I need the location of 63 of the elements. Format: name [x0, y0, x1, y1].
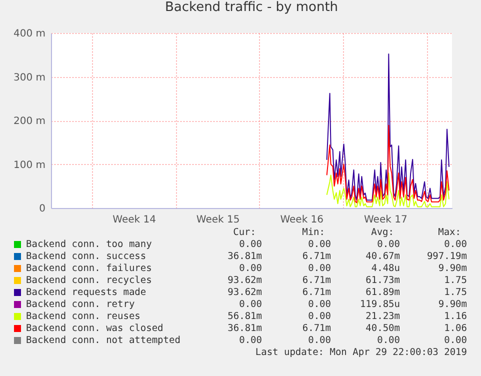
- text: 0.00: [377, 335, 400, 347]
- text: 1.75: [444, 275, 467, 287]
- chart-title: Backend traffic - by month: [164, 0, 338, 15]
- text: 93.62m: [228, 287, 262, 299]
- legend-label: Backend conn. reuses: [26, 311, 140, 323]
- legend-label: Backend conn. not attempted: [26, 335, 180, 347]
- text: 40.50m: [366, 323, 400, 335]
- y-tick-label: 400 m: [13, 28, 46, 40]
- text: 6.71m: [302, 275, 331, 287]
- text: 1.75: [444, 287, 467, 299]
- text: 93.62m: [228, 275, 262, 287]
- text: 6.71m: [302, 287, 331, 299]
- text: 0.00: [444, 239, 467, 251]
- legend-label: Backend conn. recycles: [26, 275, 152, 287]
- line-series: [326, 172, 450, 208]
- text: 21.23m: [366, 311, 400, 323]
- line-series: [326, 54, 450, 201]
- x-tick-label: Week 17: [364, 214, 408, 226]
- legend-label: Backend requests made: [26, 287, 146, 299]
- legend-label: Backend conn. failures: [26, 263, 152, 275]
- text: 36.81m: [228, 323, 262, 335]
- text: 61.73m: [366, 275, 400, 287]
- legend-label: Backend conn. retry: [26, 299, 135, 311]
- text: 9.90m: [438, 299, 467, 311]
- text: 0.00: [308, 239, 331, 251]
- text: Avg:: [371, 227, 394, 239]
- text: 997.19m: [426, 251, 467, 263]
- text: 0.00: [308, 335, 331, 347]
- text: 0.00: [444, 335, 467, 347]
- text: Max:: [438, 227, 461, 239]
- text: 0.00: [239, 239, 262, 251]
- text: 119.85u: [360, 299, 400, 311]
- text: 0.00: [239, 299, 262, 311]
- text: 0.00: [308, 263, 331, 275]
- text: 6.71m: [302, 323, 331, 335]
- y-tick-label: 200 m: [13, 116, 46, 127]
- text: 61.89m: [366, 287, 400, 299]
- text: 0.00: [377, 239, 400, 251]
- text: Cur:: [233, 227, 256, 239]
- text: Last update: Mon Apr 29 22:00:03 2019: [255, 347, 467, 359]
- x-tick-label: Week 14: [112, 214, 156, 226]
- text: 40.67m: [366, 251, 400, 263]
- text: 0.00: [308, 299, 331, 311]
- text: 36.81m: [228, 251, 262, 263]
- text: 1.06: [444, 323, 467, 335]
- y-tick-label: 0: [39, 204, 46, 214]
- text: 0.00: [239, 263, 262, 275]
- y-tick-label: 100 m: [13, 160, 46, 171]
- x-tick-label: Week 15: [196, 214, 240, 226]
- text: Min:: [302, 227, 325, 239]
- text: 1.16: [444, 311, 467, 323]
- text: 4.48u: [371, 263, 400, 275]
- x-tick-label: Week 16: [280, 214, 324, 226]
- text: 9.90m: [438, 263, 467, 275]
- text: 0.00: [308, 311, 331, 323]
- legend-label: Backend conn. too many: [26, 239, 152, 251]
- y-tick-label: 300 m: [13, 72, 46, 84]
- line-series: [326, 124, 450, 204]
- text: 6.71m: [302, 251, 331, 263]
- text: 0.00: [239, 335, 262, 347]
- legend-label: Backend conn. was closed: [26, 323, 164, 335]
- text: 56.81m: [228, 311, 262, 323]
- legend-label: Backend conn. success: [26, 251, 146, 263]
